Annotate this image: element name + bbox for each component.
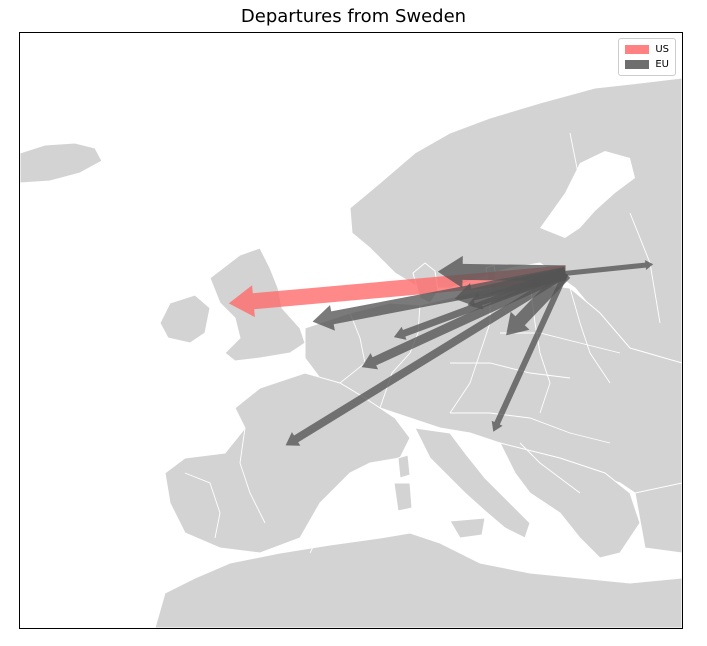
route-layer (228, 255, 654, 446)
legend-swatch-us (625, 45, 650, 54)
land-iceland (20, 142, 103, 184)
land-north-africa (154, 532, 682, 628)
legend-item-eu: EU (625, 57, 669, 72)
land-sicily (449, 517, 486, 539)
legend: US EU (618, 38, 676, 76)
land-ireland (159, 294, 211, 344)
country-borders (184, 132, 661, 554)
map-canvas (20, 77, 682, 628)
legend-item-us: US (625, 42, 669, 57)
route-arrow-eu-7 (361, 269, 568, 370)
land-france-iberia (164, 372, 411, 554)
gulf-of-bothnia (540, 151, 635, 238)
land-corsica (397, 454, 411, 479)
map-title: Departures from Sweden (240, 6, 467, 27)
map-area: US EU (19, 32, 683, 629)
route-arrow-eu-10 (565, 260, 654, 276)
route-arrow-eu-9 (491, 272, 569, 432)
land-sardinia (393, 482, 413, 512)
land-layer (20, 77, 682, 628)
legend-swatch-eu (625, 60, 650, 69)
route-arrow-eu-5 (506, 268, 571, 336)
legend-label-eu: EU (655, 59, 669, 70)
route-arrow-eu-8 (285, 270, 568, 446)
land-turkey (634, 482, 682, 554)
land-balkans (499, 442, 641, 559)
route-arrow-eu-6 (393, 270, 567, 340)
legend-label-us: US (655, 44, 669, 55)
land-italy (414, 427, 531, 539)
